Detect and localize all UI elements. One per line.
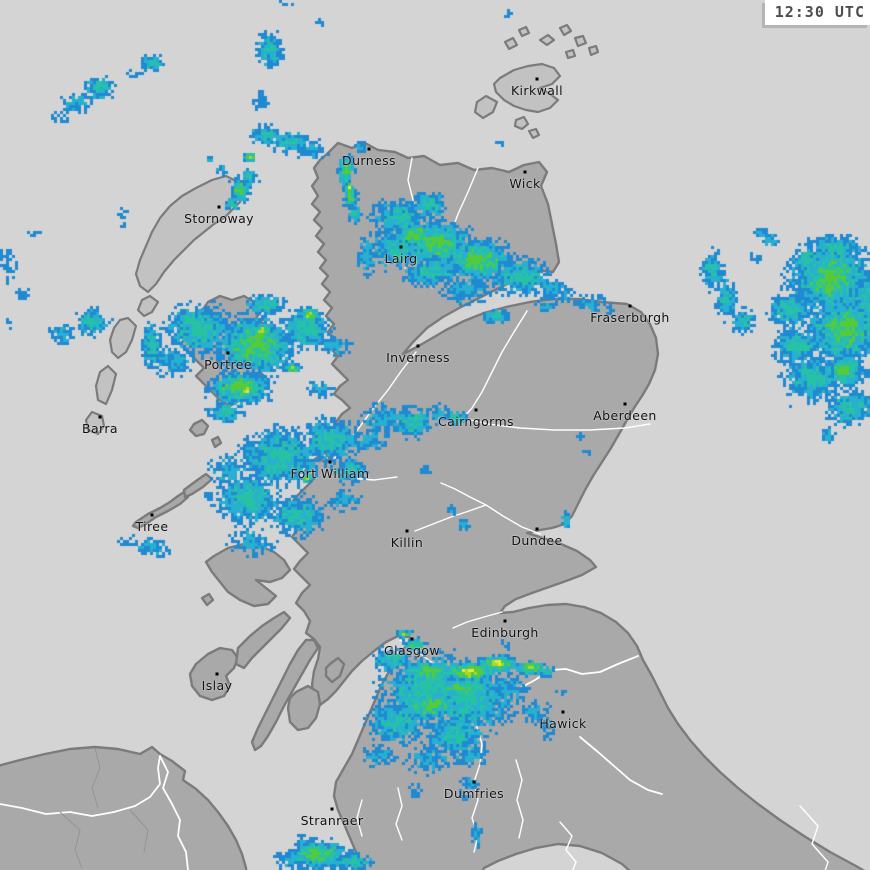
city-label: Wick xyxy=(509,176,541,191)
city-dot xyxy=(561,710,565,714)
city-dot xyxy=(328,460,332,464)
city-label: Islay xyxy=(201,678,233,693)
city-label: Fort William xyxy=(290,466,370,481)
city-label: Cairngorms xyxy=(438,414,514,429)
city-dot xyxy=(150,513,154,517)
city-label: Barra xyxy=(82,421,118,436)
city-label: Portree xyxy=(204,357,252,372)
city-dot xyxy=(217,205,221,209)
city-label: Fraserburgh xyxy=(590,310,670,325)
city-label: Dundee xyxy=(511,533,563,548)
city-label: Kirkwall xyxy=(510,83,564,98)
city-dot xyxy=(416,344,420,348)
city-dot xyxy=(410,637,414,641)
city-label: Dumfries xyxy=(443,786,505,801)
city-label: Killin xyxy=(390,535,424,550)
city-dot xyxy=(503,619,507,623)
city-label: Edinburgh xyxy=(471,625,539,640)
timestamp-badge: 12:30 UTC xyxy=(764,0,870,25)
city-dot xyxy=(98,415,102,419)
city-label: Tiree xyxy=(135,519,169,534)
city-dot xyxy=(215,672,219,676)
city-dot xyxy=(535,527,539,531)
city-dot xyxy=(330,807,334,811)
city-dot xyxy=(623,402,627,406)
city-dot xyxy=(367,147,371,151)
city-dot xyxy=(628,304,632,308)
city-label: Aberdeen xyxy=(593,408,657,423)
city-label: Durness xyxy=(342,153,396,168)
city-label: Hawick xyxy=(539,716,587,731)
city-dot xyxy=(523,170,527,174)
city-dot xyxy=(472,780,476,784)
city-label: Inverness xyxy=(386,350,450,365)
city-label: Stornoway xyxy=(184,211,254,226)
city-label: Stranraer xyxy=(300,813,364,828)
city-dot xyxy=(226,351,230,355)
city-label: Lairg xyxy=(384,251,418,266)
city-dot xyxy=(399,245,403,249)
city-label: Glasgow xyxy=(384,643,440,658)
city-dot xyxy=(535,77,539,81)
city-dot xyxy=(474,408,478,412)
city-dot xyxy=(405,529,409,533)
